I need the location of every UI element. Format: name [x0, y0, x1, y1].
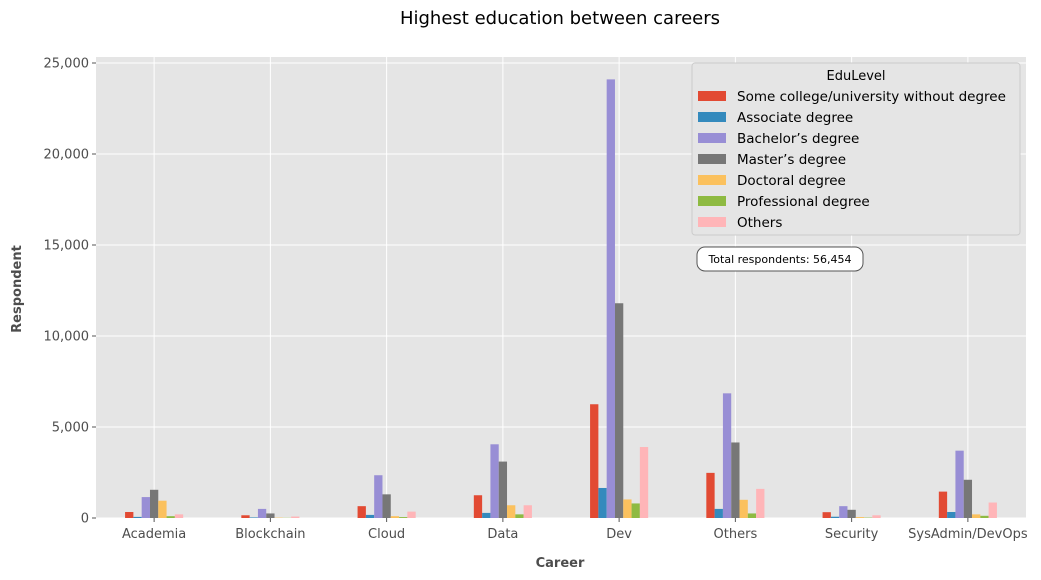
chart-title: Highest education between careers	[400, 8, 720, 29]
y-axis-ticks: 0 5,000 10,000 15,000 20,000 25,000	[44, 57, 96, 527]
bar	[523, 505, 532, 518]
bar	[731, 442, 740, 518]
bar	[623, 499, 632, 518]
bar	[839, 506, 848, 518]
legend-label: Doctoral degree	[737, 173, 846, 189]
bar	[747, 513, 757, 518]
bar	[473, 495, 483, 518]
bar	[382, 494, 391, 518]
x-tick-label: Academia	[122, 527, 186, 542]
legend-swatch	[698, 196, 726, 206]
bars	[125, 79, 997, 518]
bar	[266, 513, 275, 518]
legend-label: Bachelor’s degree	[737, 131, 859, 147]
total-respondents-annotation: Total respondents: 56,454	[707, 253, 851, 266]
bar	[947, 511, 956, 518]
annotation-box	[696, 246, 864, 272]
legend-swatch	[698, 175, 726, 185]
legend-label: Master’s degree	[737, 152, 846, 168]
bar	[357, 506, 366, 518]
bar	[174, 514, 184, 518]
x-tick-label: Cloud	[368, 527, 405, 542]
bar	[830, 516, 840, 518]
bar	[855, 517, 865, 518]
bar	[257, 508, 267, 518]
bar	[590, 404, 599, 518]
x-tick-label: Dev	[606, 527, 632, 542]
y-tick-label: 25,000	[44, 57, 90, 72]
legend-swatch	[698, 91, 726, 101]
bar	[482, 512, 491, 518]
x-tick-label: Blockchain	[235, 527, 305, 542]
bar	[249, 517, 258, 518]
bar	[390, 516, 400, 518]
bar	[706, 472, 715, 518]
legend-swatch	[698, 217, 726, 227]
y-tick-label: 10,000	[44, 330, 90, 345]
y-tick-label: 0	[81, 512, 89, 527]
x-tick-label: SysAdmin/DevOps	[908, 527, 1028, 542]
legend-swatch	[698, 133, 726, 143]
bar	[133, 516, 142, 518]
bar	[141, 497, 150, 518]
legend-swatch	[698, 112, 726, 122]
bar	[158, 500, 167, 518]
bar	[756, 488, 765, 518]
bar	[507, 505, 516, 518]
bar	[166, 516, 175, 518]
bar	[980, 515, 989, 518]
legend-title: EduLevel	[826, 69, 885, 84]
bar	[241, 515, 250, 518]
legend-box	[691, 62, 1021, 236]
bar	[606, 79, 615, 518]
x-tick-label: Data	[487, 527, 518, 542]
x-tick-label: Others	[714, 527, 758, 542]
y-tick-label: 5,000	[52, 421, 89, 436]
bar	[847, 509, 856, 518]
bar	[988, 502, 997, 518]
bar	[955, 450, 964, 518]
bar	[399, 517, 408, 518]
y-tick-label: 15,000	[44, 239, 90, 254]
legend: EduLevel Some college/university without…	[691, 62, 1021, 236]
y-tick-label: 20,000	[44, 148, 90, 163]
bar	[872, 515, 881, 518]
legend-label: Some college/university without degree	[737, 89, 1006, 105]
bar	[963, 479, 973, 518]
legend-items: Some college/university without degree As…	[698, 89, 1006, 231]
bar	[149, 489, 159, 518]
y-axis-label: Respondent	[10, 245, 25, 333]
legend-swatch	[698, 154, 726, 164]
bar	[365, 514, 375, 518]
bar	[490, 444, 499, 518]
bar	[722, 393, 732, 518]
x-axis-ticks: Academia Blockchain Cloud Data Dev Others Secu…	[122, 518, 1028, 542]
bar	[515, 514, 524, 518]
bar	[407, 511, 416, 518]
x-axis-label: Career	[536, 556, 585, 571]
bar	[631, 503, 640, 518]
bar	[614, 303, 624, 518]
bar	[972, 514, 981, 518]
bar	[125, 511, 134, 518]
bar	[739, 499, 748, 518]
legend-label: Associate degree	[737, 110, 853, 126]
bar	[598, 487, 607, 518]
bar	[374, 475, 383, 518]
x-tick-label: Security	[825, 527, 879, 542]
bar	[498, 461, 508, 518]
bar	[639, 447, 649, 518]
bar	[822, 512, 831, 518]
bar	[291, 516, 300, 518]
bar	[714, 508, 723, 518]
bar	[938, 491, 948, 518]
legend-label: Professional degree	[737, 194, 870, 210]
legend-label: Others	[737, 215, 782, 231]
